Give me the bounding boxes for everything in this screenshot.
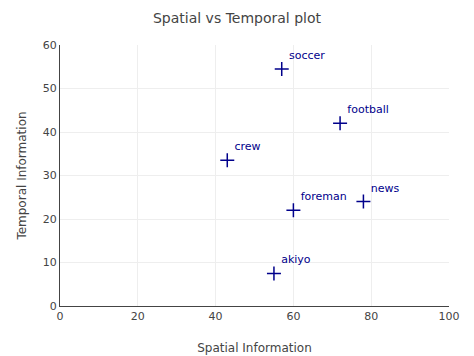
svg-text:30: 30	[43, 169, 57, 182]
svg-text:20: 20	[131, 310, 145, 323]
svg-text:crew: crew	[235, 140, 261, 153]
svg-text:akiyo: akiyo	[281, 253, 311, 266]
svg-text:0: 0	[50, 300, 57, 313]
svg-text:100: 100	[439, 310, 460, 323]
svg-text:60: 60	[43, 39, 57, 52]
svg-text:40: 40	[209, 310, 223, 323]
svg-text:20: 20	[43, 213, 57, 226]
svg-text:40: 40	[43, 126, 57, 139]
svg-text:0: 0	[57, 310, 64, 323]
svg-text:football: football	[347, 103, 388, 116]
svg-text:Spatial vs Temporal plot: Spatial vs Temporal plot	[153, 10, 322, 26]
svg-text:Spatial Information: Spatial Information	[197, 341, 312, 355]
svg-text:foreman: foreman	[301, 190, 347, 203]
svg-text:60: 60	[286, 310, 300, 323]
svg-text:50: 50	[43, 82, 57, 95]
svg-text:soccer: soccer	[289, 49, 325, 62]
svg-text:80: 80	[364, 310, 378, 323]
svg-text:news: news	[371, 182, 400, 195]
svg-text:10: 10	[43, 256, 57, 269]
svg-text:Temporal Information: Temporal Information	[15, 111, 29, 240]
